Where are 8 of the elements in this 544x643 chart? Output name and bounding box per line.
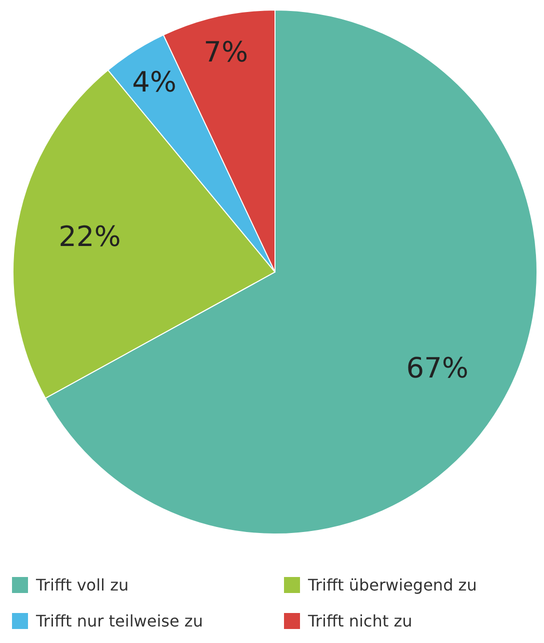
data-label: 67% bbox=[406, 352, 468, 385]
slice-label: Trifft voll zu bbox=[35, 576, 129, 594]
data-label: 7% bbox=[204, 36, 248, 69]
legend-label: Trifft nicht zu bbox=[307, 612, 412, 630]
legend-label: Trifft überwiegend zu bbox=[307, 576, 477, 594]
legend-label: Trifft nur teilweise zu bbox=[35, 612, 203, 630]
data-label: 4% bbox=[132, 65, 176, 98]
data-label: 22% bbox=[58, 220, 121, 254]
